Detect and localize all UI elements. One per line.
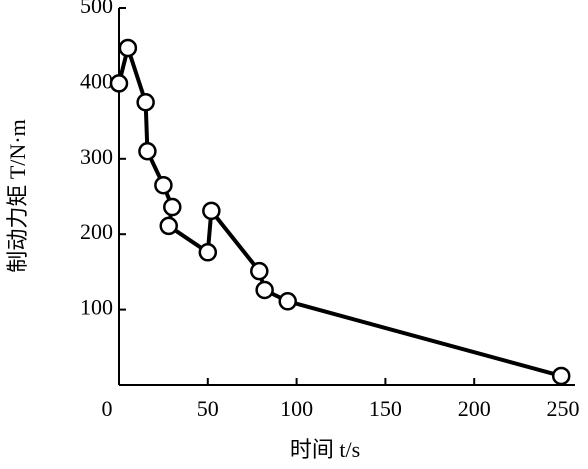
x-tick-label: 100: [280, 396, 313, 421]
y-tick-label: 100: [80, 295, 113, 320]
data-point: [136, 93, 155, 112]
x-tick-label: 50: [197, 396, 219, 421]
x-tick-label: 200: [458, 396, 491, 421]
x-tick-label: 0: [102, 396, 113, 421]
y-tick-label: 200: [80, 219, 113, 244]
data-point: [163, 197, 182, 217]
data-point: [109, 74, 129, 93]
x-tick-label: 150: [369, 396, 402, 421]
data-point: [198, 243, 218, 262]
y-axis-label: 制动力矩 T/N·m: [5, 119, 30, 272]
data-point: [154, 175, 173, 195]
data-point: [138, 142, 157, 161]
data-point: [202, 201, 221, 221]
data-point: [278, 292, 297, 311]
x-tick-label: 250: [547, 396, 580, 421]
x-axis-label: 时间 t/s: [290, 437, 360, 462]
data-point: [255, 280, 274, 300]
data-point: [551, 366, 571, 386]
y-tick-label: 400: [80, 68, 113, 93]
data-point: [118, 38, 138, 58]
y-tick-label: 500: [80, 0, 113, 18]
data-line: [117, 45, 562, 378]
y-tick-label: 300: [80, 144, 113, 169]
data-point: [159, 216, 178, 236]
data-point: [250, 261, 269, 281]
